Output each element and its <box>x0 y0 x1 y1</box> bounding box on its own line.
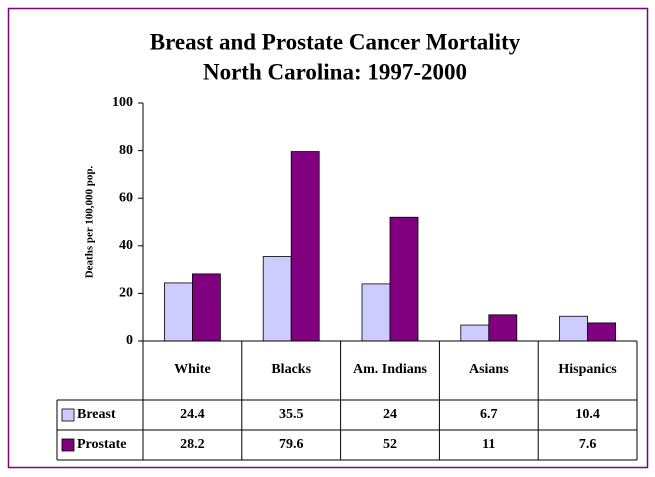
table-value: 10.4 <box>575 407 600 422</box>
chart-title: Breast and Prostate Cancer Mortality <box>150 29 521 54</box>
bar <box>191 273 221 342</box>
table-value: 6.7 <box>480 407 498 422</box>
y-tick-label: 60 <box>119 190 133 205</box>
x-tick-label: White <box>174 362 211 377</box>
table-value: 35.5 <box>279 407 304 422</box>
y-tick-label: 80 <box>119 143 133 158</box>
table-value: 79.6 <box>279 437 304 452</box>
bar <box>361 283 391 342</box>
bar <box>488 314 518 342</box>
table-value: 11 <box>482 437 495 452</box>
bar <box>587 322 616 342</box>
x-tick-label: Am. Indians <box>353 362 427 377</box>
table-value: 52 <box>383 437 397 452</box>
legend-label: Breast <box>77 407 116 422</box>
table-value: 7.6 <box>579 437 597 452</box>
y-tick-label: 20 <box>119 286 133 301</box>
bar <box>290 151 320 342</box>
bar <box>262 256 292 342</box>
y-axis-label: Deaths per 100,000 pop. <box>84 165 96 278</box>
legend-key <box>61 438 75 452</box>
y-tick-label: 0 <box>126 333 133 348</box>
bar <box>163 282 193 342</box>
table-value: 24 <box>383 407 397 422</box>
chart-border <box>7 7 649 469</box>
y-tick-label: 40 <box>119 238 133 253</box>
x-tick-label: Asians <box>469 362 509 377</box>
legend-label: Prostate <box>77 437 127 452</box>
bar <box>559 315 588 342</box>
chart-subtitle: North Carolina: 1997-2000 <box>203 59 467 84</box>
y-tick-label: 100 <box>112 95 133 110</box>
table-value: 28.2 <box>180 437 205 452</box>
legend-key <box>61 408 75 422</box>
bar <box>389 216 419 342</box>
x-tick-label: Blacks <box>271 362 311 377</box>
bar <box>460 324 490 342</box>
x-tick-label: Hispanics <box>558 362 617 377</box>
table-value: 24.4 <box>180 407 205 422</box>
